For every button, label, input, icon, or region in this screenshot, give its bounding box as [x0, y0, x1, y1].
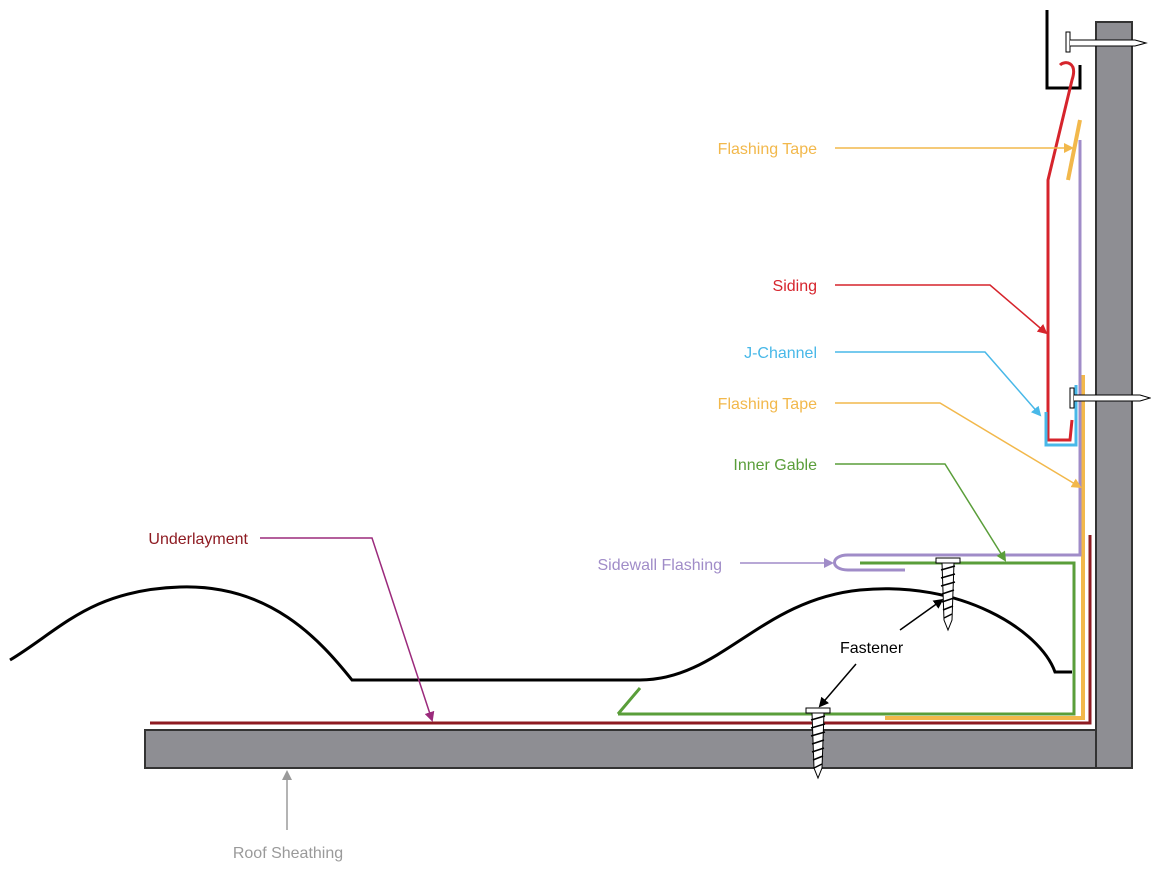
label-inner-gable: Inner Gable [733, 457, 817, 474]
label-sidewall-flashing: Sidewall Flashing [597, 557, 722, 574]
fastener-lower [805, 707, 831, 780]
nail-bottom [1069, 387, 1151, 409]
fastener-upper [935, 557, 961, 632]
leader-fastener-upper [899, 598, 944, 631]
underlayment-line [150, 535, 1092, 725]
sidewall-flashing-line [833, 140, 1082, 572]
leader-inner-gable [835, 463, 1007, 562]
top-channel [1045, 10, 1082, 90]
leader-j-channel [835, 351, 1042, 417]
label-siding: Siding [773, 278, 817, 295]
leader-siding [835, 284, 1048, 335]
roof-sheathing [144, 729, 1097, 769]
label-j-channel: J-Channel [744, 345, 817, 362]
nail-top [1065, 31, 1148, 53]
siding-line [1046, 61, 1075, 442]
leader-fastener-lower [818, 663, 857, 708]
label-flashing-tape-top: Flashing Tape [718, 141, 817, 158]
label-fastener: Fastener [840, 640, 904, 657]
label-underlayment: Underlayment [148, 531, 248, 548]
roofing-profile [9, 585, 1072, 682]
leader-flashing-tape-bottom [835, 402, 1082, 489]
flashing-tape-top-strip [1066, 119, 1082, 181]
leader-underlayment [260, 537, 435, 722]
j-channel-line [1044, 385, 1078, 447]
inner-gable-line [616, 561, 1076, 716]
label-flashing-tape-bottom: Flashing Tape [718, 396, 817, 413]
label-roof-sheathing: Roof Sheathing [233, 845, 343, 862]
flashing-tape-bottom-strip [885, 375, 1085, 720]
